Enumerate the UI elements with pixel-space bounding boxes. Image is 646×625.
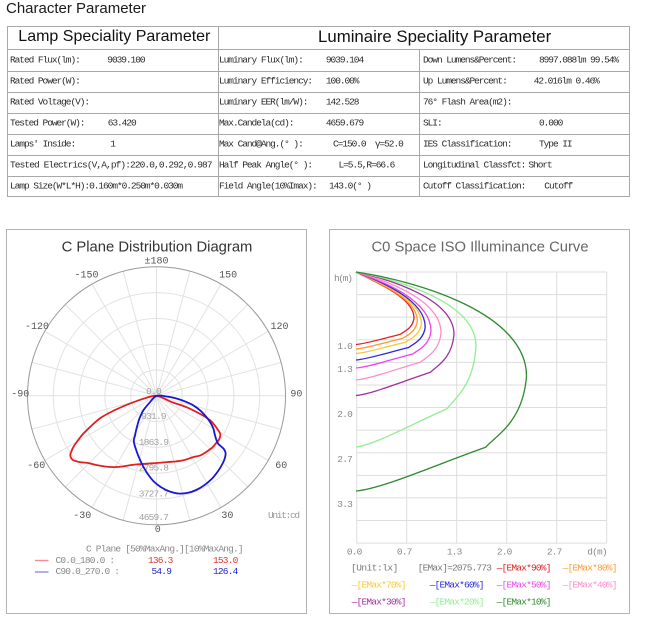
svg-text:1.3: 1.3: [447, 547, 463, 558]
svg-text:0.7: 0.7: [397, 547, 412, 558]
svg-text:—[EMax*40%]: —[EMax*40%]: [562, 579, 617, 590]
svg-text:90: 90: [290, 390, 302, 401]
svg-text:—[EMax*10%]: —[EMax*10%]: [496, 596, 551, 607]
svg-text:0.0: 0.0: [146, 386, 162, 397]
svg-text:C Plane Distribution Diagram: C Plane Distribution Diagram: [62, 240, 253, 256]
svg-text:3727.7: 3727.7: [139, 489, 169, 500]
svg-text:—[EMax*50%]: —[EMax*50%]: [496, 579, 551, 590]
svg-text:0: 0: [155, 525, 161, 536]
svg-text:—[EMax*90%]: —[EMax*90%]: [496, 562, 551, 573]
svg-text:3.3: 3.3: [337, 499, 353, 510]
svg-text:136.3: 136.3: [148, 555, 174, 566]
svg-text:C90.0_270.0 :: C90.0_270.0 :: [56, 566, 120, 577]
svg-text:-30: -30: [73, 511, 91, 522]
svg-text:30: 30: [221, 511, 233, 522]
svg-text:C0 Space ISO Illuminance Curve: C0 Space ISO Illuminance Curve: [371, 240, 588, 256]
svg-text:153.0: 153.0: [213, 555, 239, 566]
svg-text:0.0: 0.0: [347, 547, 363, 558]
svg-text:126.4: 126.4: [213, 566, 239, 577]
svg-text:2.7: 2.7: [337, 454, 352, 465]
svg-text:[Unit:lx]: [Unit:lx]: [351, 562, 398, 573]
svg-text:150: 150: [219, 271, 237, 282]
svg-text:C Plane [50%MaxAng.][10%MaxAn: C Plane [50%MaxAng.][10%MaxAng.]: [86, 543, 243, 554]
svg-text:h(m): h(m): [334, 273, 352, 284]
svg-text:2.0: 2.0: [497, 547, 513, 558]
svg-text:2795.8: 2795.8: [139, 463, 170, 474]
svg-text:±180: ±180: [144, 256, 168, 267]
svg-text:—[EMax*60%]: —[EMax*60%]: [429, 579, 484, 590]
svg-text:—[EMax*20%]: —[EMax*20%]: [429, 596, 484, 607]
svg-text:4659.7: 4659.7: [139, 512, 169, 523]
svg-text:1863.9: 1863.9: [139, 437, 170, 448]
svg-text:120: 120: [270, 322, 288, 333]
svg-text:-150: -150: [74, 271, 98, 282]
svg-text:2.7: 2.7: [547, 547, 562, 558]
svg-text:d(m): d(m): [587, 547, 607, 558]
svg-text:1.0: 1.0: [337, 341, 353, 352]
svg-text:-60: -60: [27, 461, 45, 472]
svg-text:54.9: 54.9: [152, 566, 173, 577]
svg-text:1.3: 1.3: [337, 364, 353, 375]
svg-text:[EMax]=2075.773: [EMax]=2075.773: [418, 562, 493, 573]
svg-text:C0.0_180.0 :: C0.0_180.0 :: [56, 555, 115, 566]
svg-text:Unit:cd: Unit:cd: [268, 510, 299, 521]
svg-text:—[EMax*80%]: —[EMax*80%]: [562, 562, 617, 573]
svg-text:—[EMax*30%]: —[EMax*30%]: [351, 596, 406, 607]
svg-text:-90: -90: [11, 390, 29, 401]
svg-text:-120: -120: [25, 322, 49, 333]
svg-text:60: 60: [275, 461, 287, 472]
svg-text:931.9: 931.9: [141, 411, 167, 422]
svg-text:—[EMax*70%]: —[EMax*70%]: [351, 579, 406, 590]
svg-text:2.0: 2.0: [337, 409, 353, 420]
